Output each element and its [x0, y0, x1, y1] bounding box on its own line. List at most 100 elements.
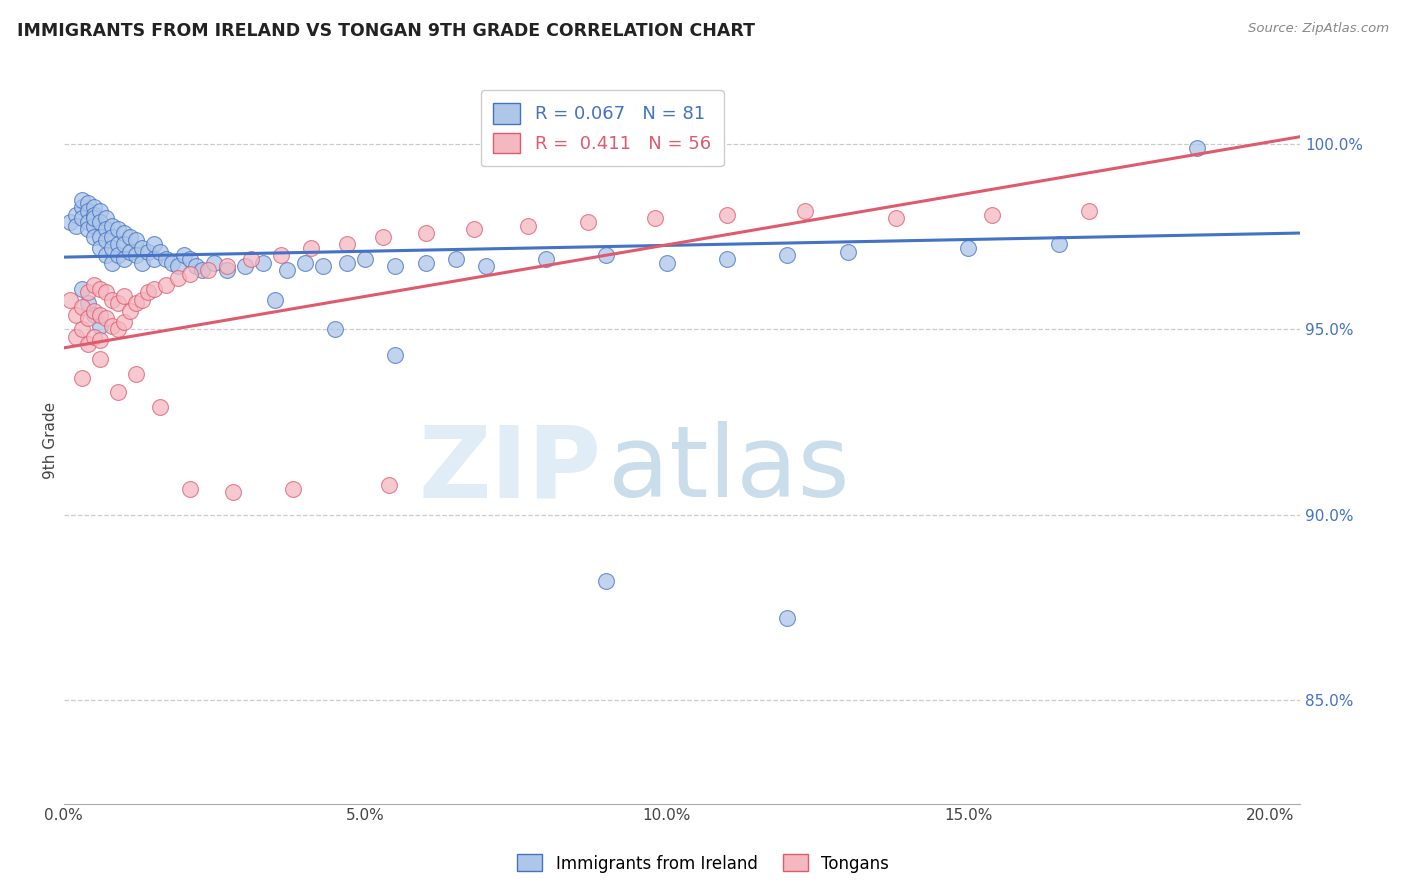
Point — [70, 322, 93, 336]
Point — [112, 226, 135, 240]
Point — [143, 282, 166, 296]
Point — [101, 229, 124, 244]
Point — [112, 315, 135, 329]
Point — [76, 296, 98, 310]
Point — [517, 219, 540, 233]
Point — [131, 255, 153, 269]
Point — [70, 370, 93, 384]
Point — [281, 482, 304, 496]
Point — [323, 322, 346, 336]
Point — [76, 337, 98, 351]
Legend: Immigrants from Ireland, Tongans: Immigrants from Ireland, Tongans — [510, 847, 896, 880]
Point — [299, 241, 322, 255]
Point — [125, 248, 148, 262]
Point — [576, 215, 599, 229]
Point — [94, 211, 117, 226]
Point — [107, 296, 129, 310]
Point — [239, 252, 262, 266]
Point — [143, 237, 166, 252]
Point — [107, 322, 129, 336]
Point — [415, 255, 437, 269]
Point — [644, 211, 666, 226]
Point — [167, 270, 190, 285]
Point — [118, 229, 141, 244]
Point — [118, 244, 141, 259]
Point — [179, 482, 201, 496]
Point — [76, 222, 98, 236]
Point — [76, 203, 98, 218]
Point — [204, 255, 226, 269]
Point — [837, 244, 859, 259]
Point — [155, 252, 177, 266]
Text: atlas: atlas — [607, 421, 849, 518]
Point — [107, 385, 129, 400]
Point — [136, 244, 159, 259]
Point — [65, 308, 87, 322]
Point — [233, 260, 256, 274]
Point — [107, 248, 129, 262]
Point — [89, 241, 111, 255]
Point — [89, 215, 111, 229]
Point — [83, 229, 105, 244]
Point — [716, 252, 738, 266]
Point — [776, 611, 799, 625]
Point — [167, 260, 190, 274]
Point — [101, 219, 124, 233]
Point — [378, 478, 401, 492]
Point — [1047, 237, 1070, 252]
Point — [475, 260, 498, 274]
Point — [336, 255, 359, 269]
Point — [149, 400, 172, 414]
Point — [83, 303, 105, 318]
Point — [252, 255, 274, 269]
Point — [415, 226, 437, 240]
Point — [776, 248, 799, 262]
Point — [384, 260, 406, 274]
Point — [160, 255, 183, 269]
Point — [294, 255, 316, 269]
Point — [76, 196, 98, 211]
Point — [215, 263, 238, 277]
Point — [107, 222, 129, 236]
Point — [83, 200, 105, 214]
Point — [444, 252, 467, 266]
Point — [716, 207, 738, 221]
Point — [312, 260, 335, 274]
Point — [655, 255, 678, 269]
Point — [1187, 141, 1209, 155]
Point — [118, 303, 141, 318]
Point — [595, 248, 617, 262]
Point — [221, 485, 243, 500]
Point — [1077, 203, 1099, 218]
Legend: R = 0.067   N = 81, R =  0.411   N = 56: R = 0.067 N = 81, R = 0.411 N = 56 — [481, 90, 724, 166]
Point — [173, 248, 195, 262]
Point — [89, 229, 111, 244]
Point — [59, 215, 82, 229]
Point — [125, 234, 148, 248]
Point — [83, 219, 105, 233]
Point — [270, 248, 292, 262]
Point — [83, 308, 105, 322]
Y-axis label: 9th Grade: 9th Grade — [44, 402, 58, 479]
Point — [89, 282, 111, 296]
Point — [65, 219, 87, 233]
Point — [94, 285, 117, 300]
Point — [94, 234, 117, 248]
Point — [131, 293, 153, 307]
Point — [354, 252, 377, 266]
Point — [136, 285, 159, 300]
Point — [59, 293, 82, 307]
Point — [76, 311, 98, 326]
Point — [89, 308, 111, 322]
Point — [83, 211, 105, 226]
Point — [143, 252, 166, 266]
Point — [149, 244, 172, 259]
Point — [89, 203, 111, 218]
Point — [191, 263, 214, 277]
Point — [957, 241, 980, 255]
Point — [89, 334, 111, 348]
Point — [197, 263, 219, 277]
Point — [70, 193, 93, 207]
Point — [76, 285, 98, 300]
Point — [884, 211, 907, 226]
